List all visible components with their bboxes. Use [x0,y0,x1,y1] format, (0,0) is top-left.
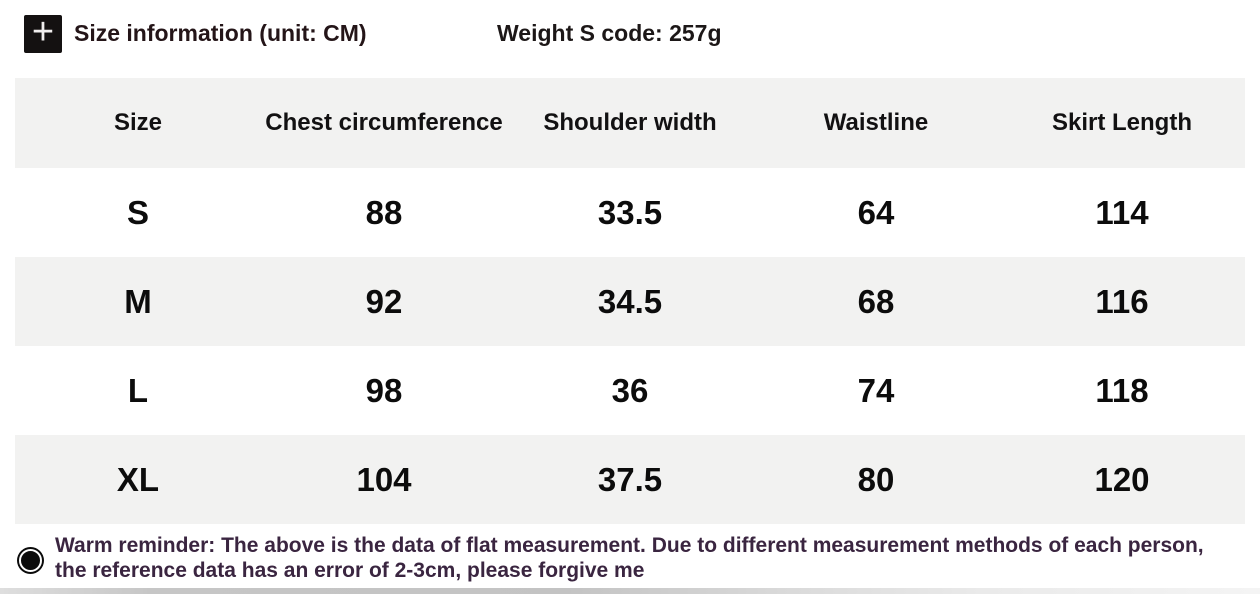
warm-reminder: Warm reminder: The above is the data of … [0,533,1260,583]
size-table-header: Size Chest circumference Shoulder width … [15,78,1245,168]
chest-cell: 104 [356,460,412,498]
table-row-xl: XL 104 37.5 80 120 [15,435,1245,524]
reminder-line-2: the reference data has an error of 2-3cm… [55,559,645,582]
column-header-chest: Chest circumference [265,109,503,136]
size-cell: L [127,371,149,409]
shoulder-cell: 37.5 [597,460,663,498]
table-row-s: S 88 33.5 64 114 [15,168,1245,257]
column-header-size: Size [113,109,163,136]
waistline-cell: 64 [857,193,895,231]
plus-icon: + [24,13,62,53]
waistline-cell: 80 [857,460,895,498]
size-cell: XL [116,460,160,498]
shoulder-cell: 33.5 [597,193,663,231]
size-cell: S [126,193,149,231]
table-row-m: M 92 34.5 68 116 [15,257,1245,346]
page-header: + Size information (unit: CM) Weight S c… [0,0,1260,70]
weight-note: Weight S code: 257g [497,20,722,46]
column-header-skirt-length: Skirt Length [1051,109,1192,136]
chest-cell: 92 [365,282,403,320]
waistline-cell: 68 [857,282,895,320]
column-header-waistline: Waistline [823,109,929,136]
table-row-l: L 98 36 74 118 [15,346,1245,435]
shoulder-cell: 36 [611,371,649,409]
page-title: Size information (unit: CM) [74,20,367,46]
bottom-edge-strip [0,588,1260,594]
skirt-length-cell: 120 [1094,460,1150,498]
record-circle-icon [19,549,42,572]
chest-cell: 98 [365,371,403,409]
chest-cell: 88 [365,193,403,231]
size-table: Size Chest circumference Shoulder width … [15,78,1245,524]
size-cell: M [124,282,152,320]
header-row: Size Chest circumference Shoulder width … [15,78,1245,168]
reminder-text: Warm reminder: The above is the data of … [55,533,1260,583]
reminder-line-1: Warm reminder: The above is the data of … [55,534,1204,557]
shoulder-cell: 34.5 [597,282,663,320]
skirt-length-cell: 118 [1095,371,1149,409]
skirt-length-cell: 116 [1095,282,1149,320]
waistline-cell: 74 [857,371,895,409]
column-header-shoulder: Shoulder width [543,109,717,136]
skirt-length-cell: 114 [1095,193,1149,231]
